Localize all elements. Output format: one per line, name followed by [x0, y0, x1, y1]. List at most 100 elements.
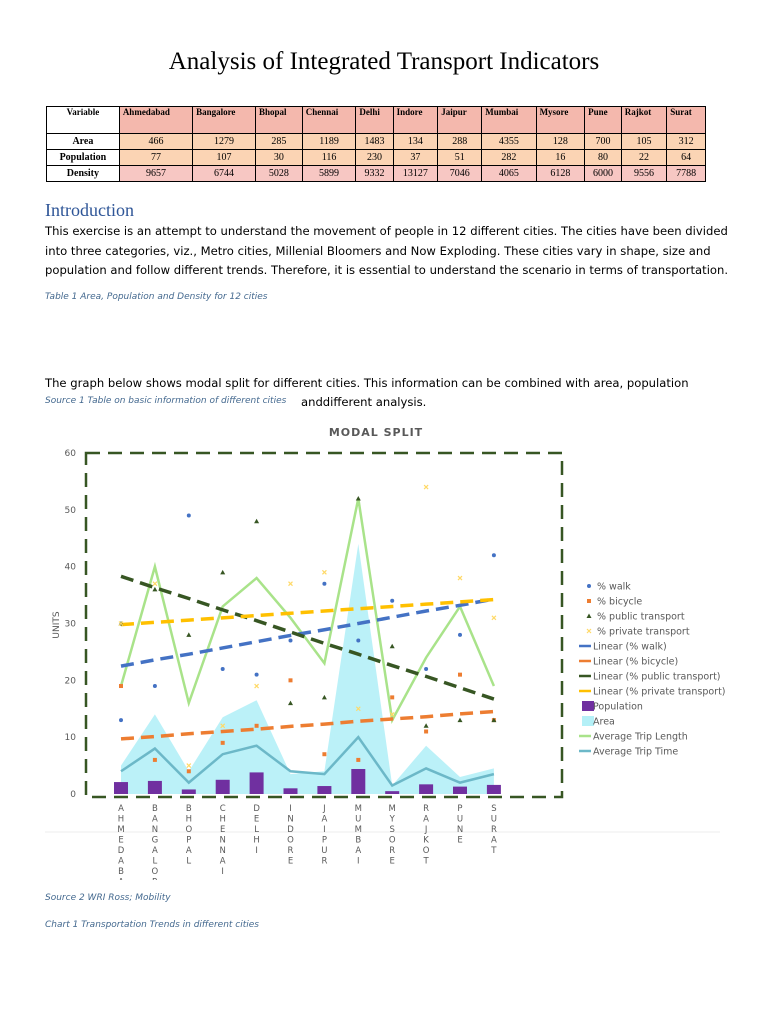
table-cell: 1189 — [301, 133, 357, 150]
caption: Source 2 WRI Ross; Mobility — [45, 893, 171, 903]
bar — [147, 780, 162, 794]
table-cell: 1279 — [192, 133, 256, 150]
table-row: Density 9657 6744 5028 5899 9332 13127 7046 4065… — [46, 165, 706, 182]
chart-title: MODAL SPLIT — [329, 426, 423, 439]
point — [355, 706, 361, 712]
table-cell: 134 — [392, 133, 439, 150]
point — [152, 757, 157, 762]
bar — [351, 768, 366, 794]
header-cell: Mysore — [535, 106, 586, 134]
point — [491, 717, 497, 723]
x-tick-label: PUNE — [455, 804, 465, 846]
data-table: Variable Ahmedabad Bangalore Bhopal Chennai D… — [46, 106, 706, 182]
bar — [486, 784, 501, 794]
table-cell: 5899 — [301, 165, 357, 182]
point — [390, 695, 395, 700]
x-tick-label: MYSORE — [387, 804, 397, 867]
legend-label: Linear (% private transport) — [593, 687, 725, 698]
legend-marker — [586, 613, 592, 618]
legend-label: % private transport — [597, 627, 690, 638]
point — [288, 678, 293, 683]
trend-line — [120, 574, 495, 701]
table-cell: 116 — [301, 149, 357, 166]
point — [288, 581, 293, 587]
point — [288, 638, 293, 643]
table-cell: 37 — [392, 149, 439, 166]
point — [186, 513, 191, 518]
table-cell: 312 — [666, 133, 706, 150]
point — [423, 723, 429, 728]
point — [152, 586, 158, 592]
point — [321, 694, 327, 700]
table-cell: 6744 — [192, 165, 256, 182]
header-cell: Pune — [584, 106, 622, 134]
table-cell: 13127 — [392, 165, 439, 182]
bar — [181, 789, 196, 794]
point — [424, 666, 429, 671]
legend-label: Population — [593, 702, 643, 713]
bar — [385, 791, 400, 794]
header-cell: Mumbai — [481, 106, 537, 134]
point — [220, 723, 226, 729]
table-cell: 288 — [437, 133, 483, 150]
paragraph-line: into three categories, viz., Metro citie… — [45, 244, 711, 258]
row-label: Area — [46, 133, 120, 150]
area — [121, 543, 494, 794]
point — [458, 632, 462, 637]
point — [254, 518, 260, 524]
y-tick-label: 60 — [65, 449, 77, 459]
point — [152, 581, 158, 587]
y-tick-label: 30 — [65, 620, 77, 630]
legend-label: % walk — [597, 582, 631, 593]
legend-label: % bicycle — [597, 597, 642, 608]
header-cell: Bhopal — [254, 106, 303, 134]
legend-label: Linear (% public transport) — [593, 672, 721, 683]
table-cell: 4355 — [481, 133, 537, 150]
x-tick-label: RAJKOT — [421, 804, 431, 867]
trend-line — [120, 597, 495, 627]
legend-marker — [587, 599, 591, 603]
table-cell: 5028 — [254, 165, 303, 182]
caption: Source 1 Table on basic information of d… — [45, 396, 287, 406]
point — [322, 752, 327, 757]
y-tick-label: 40 — [65, 563, 77, 573]
table-cell: 282 — [481, 149, 537, 166]
legend-label: Area — [593, 717, 615, 728]
table-cell: 6128 — [535, 165, 586, 182]
x-tick-label: BHOPAL — [184, 804, 194, 867]
section-heading: Introduction — [45, 200, 134, 220]
header-cell: Rajkot — [620, 106, 668, 134]
bar — [114, 782, 128, 794]
point — [356, 757, 361, 762]
y-tick-label: 20 — [65, 676, 77, 686]
x-tick-label: BANGALORE — [150, 804, 160, 880]
table-cell: 9657 — [118, 165, 194, 182]
point — [390, 598, 395, 603]
caption: Table 1 Area, Population and Density for… — [45, 292, 268, 302]
y-tick-label: 0 — [70, 790, 76, 800]
bar — [283, 788, 298, 794]
point — [457, 575, 463, 581]
table-cell: 9556 — [620, 165, 668, 182]
point — [254, 683, 260, 689]
legend-label: Linear (% bicycle) — [593, 657, 678, 668]
point — [322, 581, 327, 586]
point — [355, 495, 361, 501]
legend-label: Average Trip Time — [593, 747, 678, 758]
bar — [453, 786, 467, 794]
table-cell: 1483 — [355, 133, 394, 150]
trend-line — [120, 597, 495, 668]
point — [186, 632, 192, 637]
table-cell: 7046 — [437, 165, 483, 182]
table-cell: 107 — [192, 149, 256, 166]
bar — [249, 772, 264, 794]
table-cell: 7788 — [666, 165, 706, 182]
point — [254, 672, 259, 677]
y-tick-label: 50 — [65, 506, 77, 516]
paragraph-line: This exercise is an attempt to understan… — [45, 224, 728, 238]
legend-label: Linear (% walk) — [593, 642, 667, 653]
header-cell: Indore — [392, 106, 439, 134]
bar — [215, 779, 230, 794]
table-cell: 466 — [118, 133, 194, 150]
table-cell: 9332 — [355, 165, 394, 182]
